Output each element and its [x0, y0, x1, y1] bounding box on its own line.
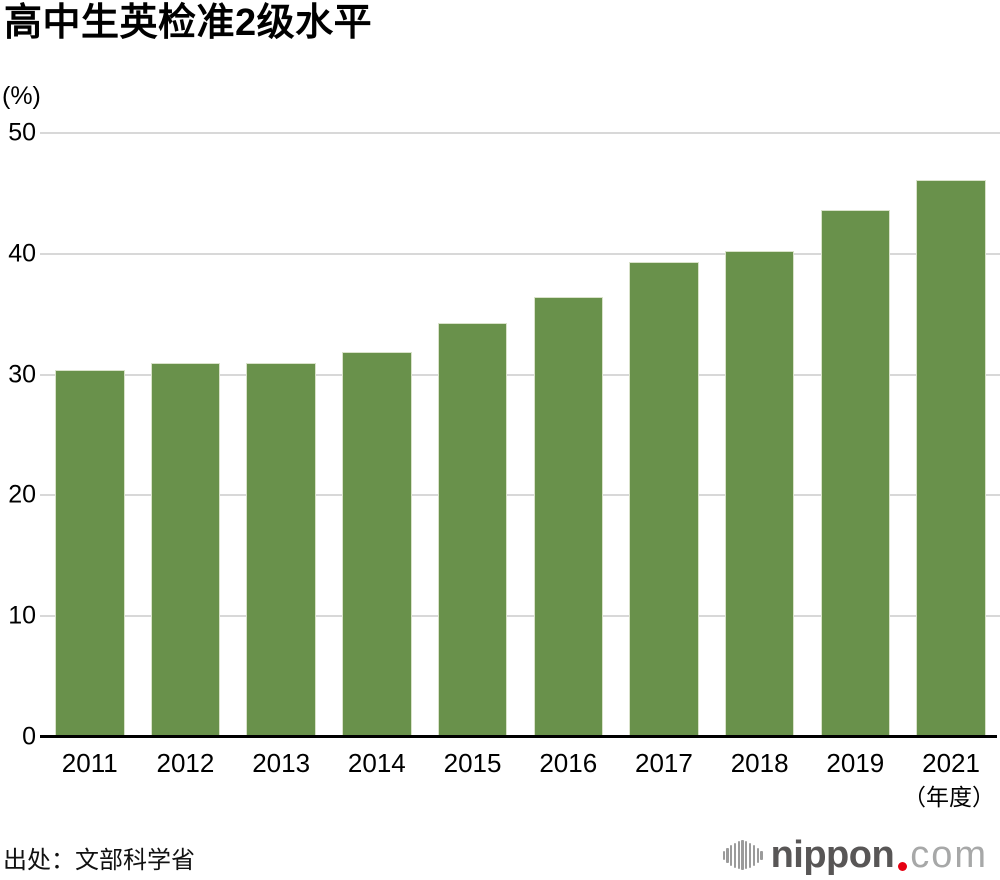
- bar-2015: [437, 322, 508, 737]
- x-axis-unit-label: （年度）: [903, 784, 995, 810]
- chart-title: 高中生英检准2级水平: [4, 2, 373, 44]
- bar-2019: [820, 210, 891, 737]
- bar-2011: [55, 369, 125, 737]
- y-tick-label-40: 40: [8, 239, 36, 268]
- plot-area: [40, 132, 1000, 737]
- nippon-logo[interactable]: nippon com: [722, 836, 988, 874]
- bar-2013: [246, 362, 316, 737]
- nippon-logo-soundwave-icon: [722, 838, 763, 872]
- x-axis-line: [40, 735, 997, 738]
- gridline-20: [40, 494, 1000, 497]
- logo-name-text: nippon: [770, 834, 895, 876]
- gridline-50: [40, 132, 1000, 134]
- y-axis-tick-labels: 0 10 20 30 40 50: [0, 119, 36, 751]
- bar-2017: [629, 262, 699, 737]
- bar-2021: [916, 180, 986, 737]
- x-axis-tick-labels: 2011 2012 2013 2014 2015 2016 2017 2018 2019 2021: [40, 748, 1000, 778]
- x-tick-label-2018: 2018: [730, 748, 789, 778]
- bar-2012: [150, 362, 221, 737]
- gridline-30: [40, 373, 1000, 376]
- bar-2014: [342, 351, 412, 737]
- y-tick-label-50: 50: [8, 118, 36, 147]
- nippon-logo-text: nippon com: [771, 836, 988, 874]
- gridline-40: [40, 252, 1000, 255]
- x-tick-label-2014: 2014: [347, 748, 406, 778]
- x-tick-label-2011: 2011: [61, 748, 118, 778]
- bar-2018: [724, 251, 795, 737]
- source-caption: 出处：文部科学省: [3, 847, 195, 874]
- y-tick-label-10: 10: [8, 601, 36, 630]
- y-axis-unit-label: (%): [2, 82, 41, 110]
- bar-2016: [533, 297, 603, 737]
- x-tick-label-2017: 2017: [635, 748, 693, 778]
- logo-tld-text: com: [910, 834, 988, 876]
- y-tick-label-20: 20: [8, 480, 36, 509]
- x-tick-label-2013: 2013: [252, 748, 311, 778]
- gridline-10: [40, 615, 1000, 618]
- x-tick-label-2012: 2012: [156, 748, 215, 778]
- logo-red-dot-icon: [898, 862, 908, 871]
- x-tick-label-2019: 2019: [826, 748, 885, 778]
- x-tick-label-2021: 2021: [922, 748, 980, 778]
- y-tick-label-0: 0: [22, 722, 36, 751]
- x-tick-label-2016: 2016: [539, 748, 598, 778]
- x-tick-label-2015: 2015: [443, 748, 502, 778]
- y-tick-label-30: 30: [8, 360, 36, 389]
